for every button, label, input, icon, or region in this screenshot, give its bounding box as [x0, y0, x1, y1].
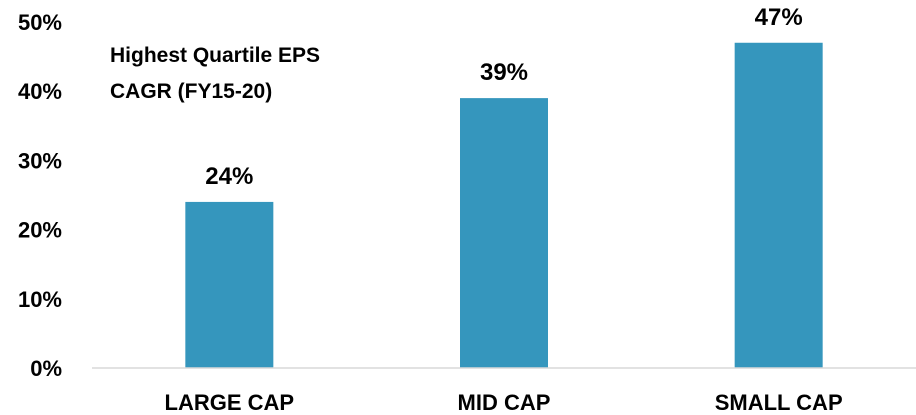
y-tick-label: 20% [18, 218, 62, 243]
y-tick-label: 50% [18, 10, 62, 35]
bar-small-cap [734, 42, 823, 368]
category-labels: LARGE CAP MID CAP SMALL CAP [165, 390, 843, 415]
chart-title-line-1: Highest Quartile EPS [110, 44, 320, 67]
y-tick-label: 10% [18, 287, 62, 312]
category-label: LARGE CAP [165, 390, 295, 415]
data-label: 24% [205, 163, 253, 190]
data-label: 47% [755, 4, 803, 31]
chart-title-line-2: CAGR (FY15-20) [110, 80, 272, 103]
y-tick-label: 0% [30, 356, 62, 381]
data-labels: 24% 39% 47% [205, 4, 802, 190]
data-label: 39% [480, 59, 528, 86]
category-label: MID CAP [458, 390, 551, 415]
y-tick-label: 30% [18, 148, 62, 173]
y-tick-label: 40% [18, 79, 62, 104]
bar-large-cap [185, 201, 274, 368]
y-axis-tick-labels: 0% 10% 20% 30% 40% 50% [18, 10, 62, 381]
bar-mid-cap [460, 98, 548, 369]
category-label: SMALL CAP [715, 390, 843, 415]
bars [185, 42, 823, 369]
